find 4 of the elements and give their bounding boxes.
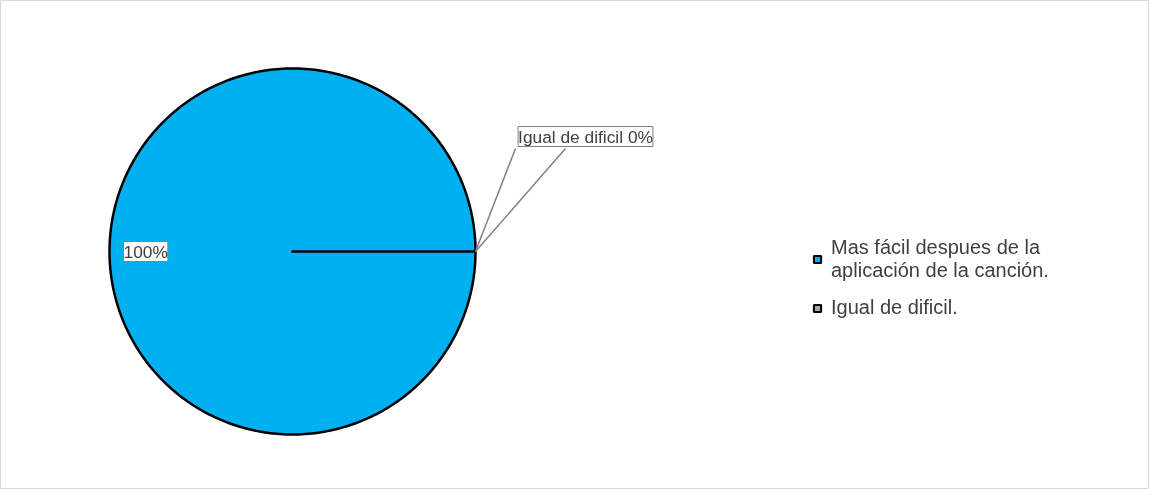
data-label: 100% xyxy=(123,241,168,262)
legend-label: Igual de dificil. xyxy=(831,296,958,319)
legend-label: Mas fácil despues de la aplicación de la canción. xyxy=(831,236,1049,282)
text: Igual de dificil 0% xyxy=(518,126,653,147)
